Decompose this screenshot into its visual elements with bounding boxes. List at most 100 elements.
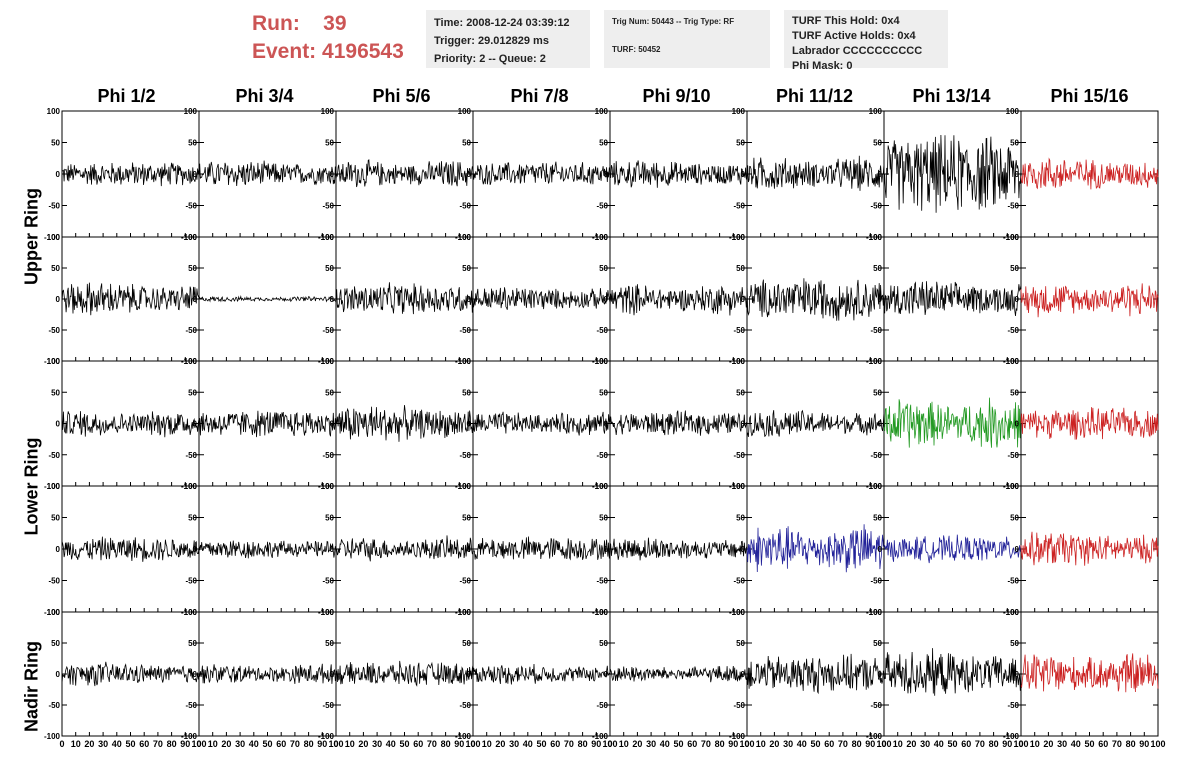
waveform-trace <box>883 534 1022 564</box>
y-tick-label: -50 <box>596 326 608 335</box>
y-tick-label: 0 <box>1015 295 1020 304</box>
y-tick-label: -50 <box>596 451 608 460</box>
y-tick-label: 50 <box>325 139 334 148</box>
y-tick-label: 50 <box>736 639 745 648</box>
y-tick-label: 0 <box>193 545 198 554</box>
y-tick-label: 0 <box>741 670 746 679</box>
y-tick-label: 0 <box>741 420 746 429</box>
y-tick-label: -50 <box>322 701 334 710</box>
y-tick-label: 50 <box>873 514 882 523</box>
y-tick-label: 0 <box>604 545 609 554</box>
y-tick-label: 0 <box>604 295 609 304</box>
y-tick-label: -50 <box>459 701 471 710</box>
y-tick-label: 50 <box>599 639 608 648</box>
x-tick-label: 10 <box>482 739 492 749</box>
y-tick-label: 100 <box>1006 482 1020 491</box>
y-tick-label: -50 <box>733 326 745 335</box>
y-tick-label: -100 <box>44 357 61 366</box>
x-tick-label: 60 <box>1098 739 1108 749</box>
y-tick-label: 50 <box>1010 388 1019 397</box>
run-event-block: Run: 39 Event: 4196543 <box>252 10 404 66</box>
y-tick-label: 50 <box>736 139 745 148</box>
turf-hold-line: TURF This Hold: 0x4 <box>792 15 900 27</box>
y-tick-label: 100 <box>595 482 609 491</box>
x-tick-label: 30 <box>98 739 108 749</box>
y-tick-label: 100 <box>595 107 609 116</box>
y-tick-label: 0 <box>330 670 335 679</box>
labrador-line: Labrador CCCCCCCCCC <box>792 45 923 57</box>
y-tick-label: 100 <box>458 107 472 116</box>
y-tick-label: 50 <box>462 264 471 273</box>
y-tick-label: 100 <box>47 608 61 617</box>
y-tick-label: 50 <box>462 639 471 648</box>
y-tick-label: 100 <box>184 107 198 116</box>
x-tick-label: 70 <box>1112 739 1122 749</box>
x-tick-label: 100 <box>739 739 754 749</box>
x-tick-label: 90 <box>454 739 464 749</box>
y-tick-label: 100 <box>732 233 746 242</box>
y-tick-label: 100 <box>1006 357 1020 366</box>
y-tick-label: 50 <box>325 264 334 273</box>
x-tick-label: 50 <box>125 739 135 749</box>
y-tick-label: 0 <box>1015 420 1020 429</box>
y-tick-label: 0 <box>56 670 61 679</box>
y-tick-label: 100 <box>732 482 746 491</box>
x-tick-label: 30 <box>509 739 519 749</box>
y-tick-label: 50 <box>188 639 197 648</box>
x-tick-label: 60 <box>139 739 149 749</box>
waveform-trace <box>883 281 1022 316</box>
y-tick-label: -100 <box>455 732 472 741</box>
y-tick-label: -100 <box>318 732 335 741</box>
col-header-2: Phi 3/4 <box>235 86 294 106</box>
waveform-trace <box>883 648 1022 696</box>
x-tick-label: 40 <box>934 739 944 749</box>
y-tick-label: 0 <box>193 170 198 179</box>
y-tick-label: 50 <box>736 388 745 397</box>
y-tick-label: 0 <box>467 295 472 304</box>
waveform-trace <box>1020 157 1159 190</box>
y-tick-label: -50 <box>870 451 882 460</box>
col-header-1: Phi 1/2 <box>97 86 156 106</box>
waveform-trace <box>472 287 611 310</box>
x-tick-label: 100 <box>328 739 343 749</box>
y-tick-label: -50 <box>459 451 471 460</box>
y-tick-label: 0 <box>1015 670 1020 679</box>
x-tick-label: 20 <box>495 739 505 749</box>
y-tick-label: 0 <box>193 670 198 679</box>
y-tick-label: 100 <box>869 608 883 617</box>
x-tick-label: 40 <box>386 739 396 749</box>
y-tick-label: 50 <box>1010 139 1019 148</box>
x-tick-label: 0 <box>607 739 612 749</box>
y-tick-label: 50 <box>188 264 197 273</box>
y-tick-label: 50 <box>736 264 745 273</box>
y-tick-label: 100 <box>184 233 198 242</box>
y-tick-label: -50 <box>1007 701 1019 710</box>
x-tick-label: 30 <box>783 739 793 749</box>
y-tick-label: 100 <box>595 608 609 617</box>
x-tick-label: 20 <box>906 739 916 749</box>
y-tick-label: -50 <box>322 451 334 460</box>
y-tick-label: 0 <box>467 670 472 679</box>
x-tick-label: 10 <box>1030 739 1040 749</box>
y-tick-label: 100 <box>184 608 198 617</box>
waveform-trace <box>472 411 611 436</box>
y-tick-label: 50 <box>325 639 334 648</box>
x-tick-label: 0 <box>1018 739 1023 749</box>
y-tick-label: 100 <box>869 357 883 366</box>
x-tick-label: 70 <box>427 739 437 749</box>
waveform-trace <box>746 409 885 438</box>
x-tick-label: 0 <box>470 739 475 749</box>
y-tick-label: -50 <box>185 451 197 460</box>
y-tick-label: 100 <box>321 107 335 116</box>
waveform-trace <box>61 661 200 687</box>
x-tick-label: 80 <box>852 739 862 749</box>
